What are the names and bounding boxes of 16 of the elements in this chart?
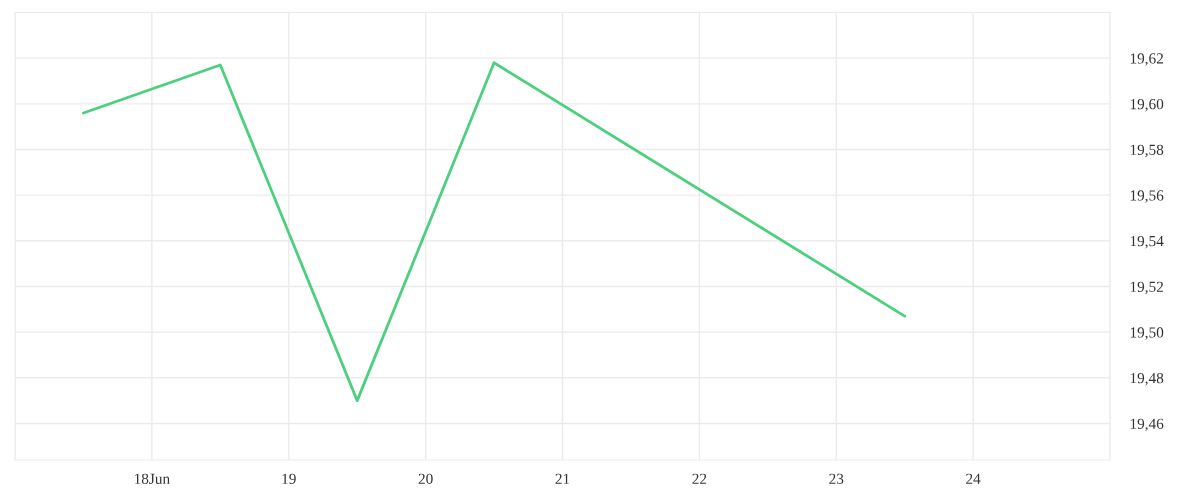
x-tick-label: 19 xyxy=(282,473,296,484)
x-tick-label: 20 xyxy=(418,473,433,484)
y-tick-label: 19,52 xyxy=(1130,281,1163,295)
y-tick-label: 19,46 xyxy=(1130,418,1164,432)
x-tick-label: 18Jun xyxy=(134,473,170,484)
x-tick-label: 23 xyxy=(829,473,844,484)
x-tick-label: 22 xyxy=(692,473,707,484)
x-tick-label: 24 xyxy=(966,473,981,484)
y-tick-label: 19,48 xyxy=(1130,372,1164,386)
y-tick-label: 19,60 xyxy=(1130,98,1164,112)
y-tick-label: 19,50 xyxy=(1130,327,1164,340)
y-tick-label: 19,58 xyxy=(1130,144,1164,158)
y-tick-label: 19,54 xyxy=(1130,236,1164,249)
y-tick-label: 19,62 xyxy=(1130,53,1163,66)
y-tick-label: 19,56 xyxy=(1130,190,1164,203)
x-tick-label: 21 xyxy=(555,473,570,484)
